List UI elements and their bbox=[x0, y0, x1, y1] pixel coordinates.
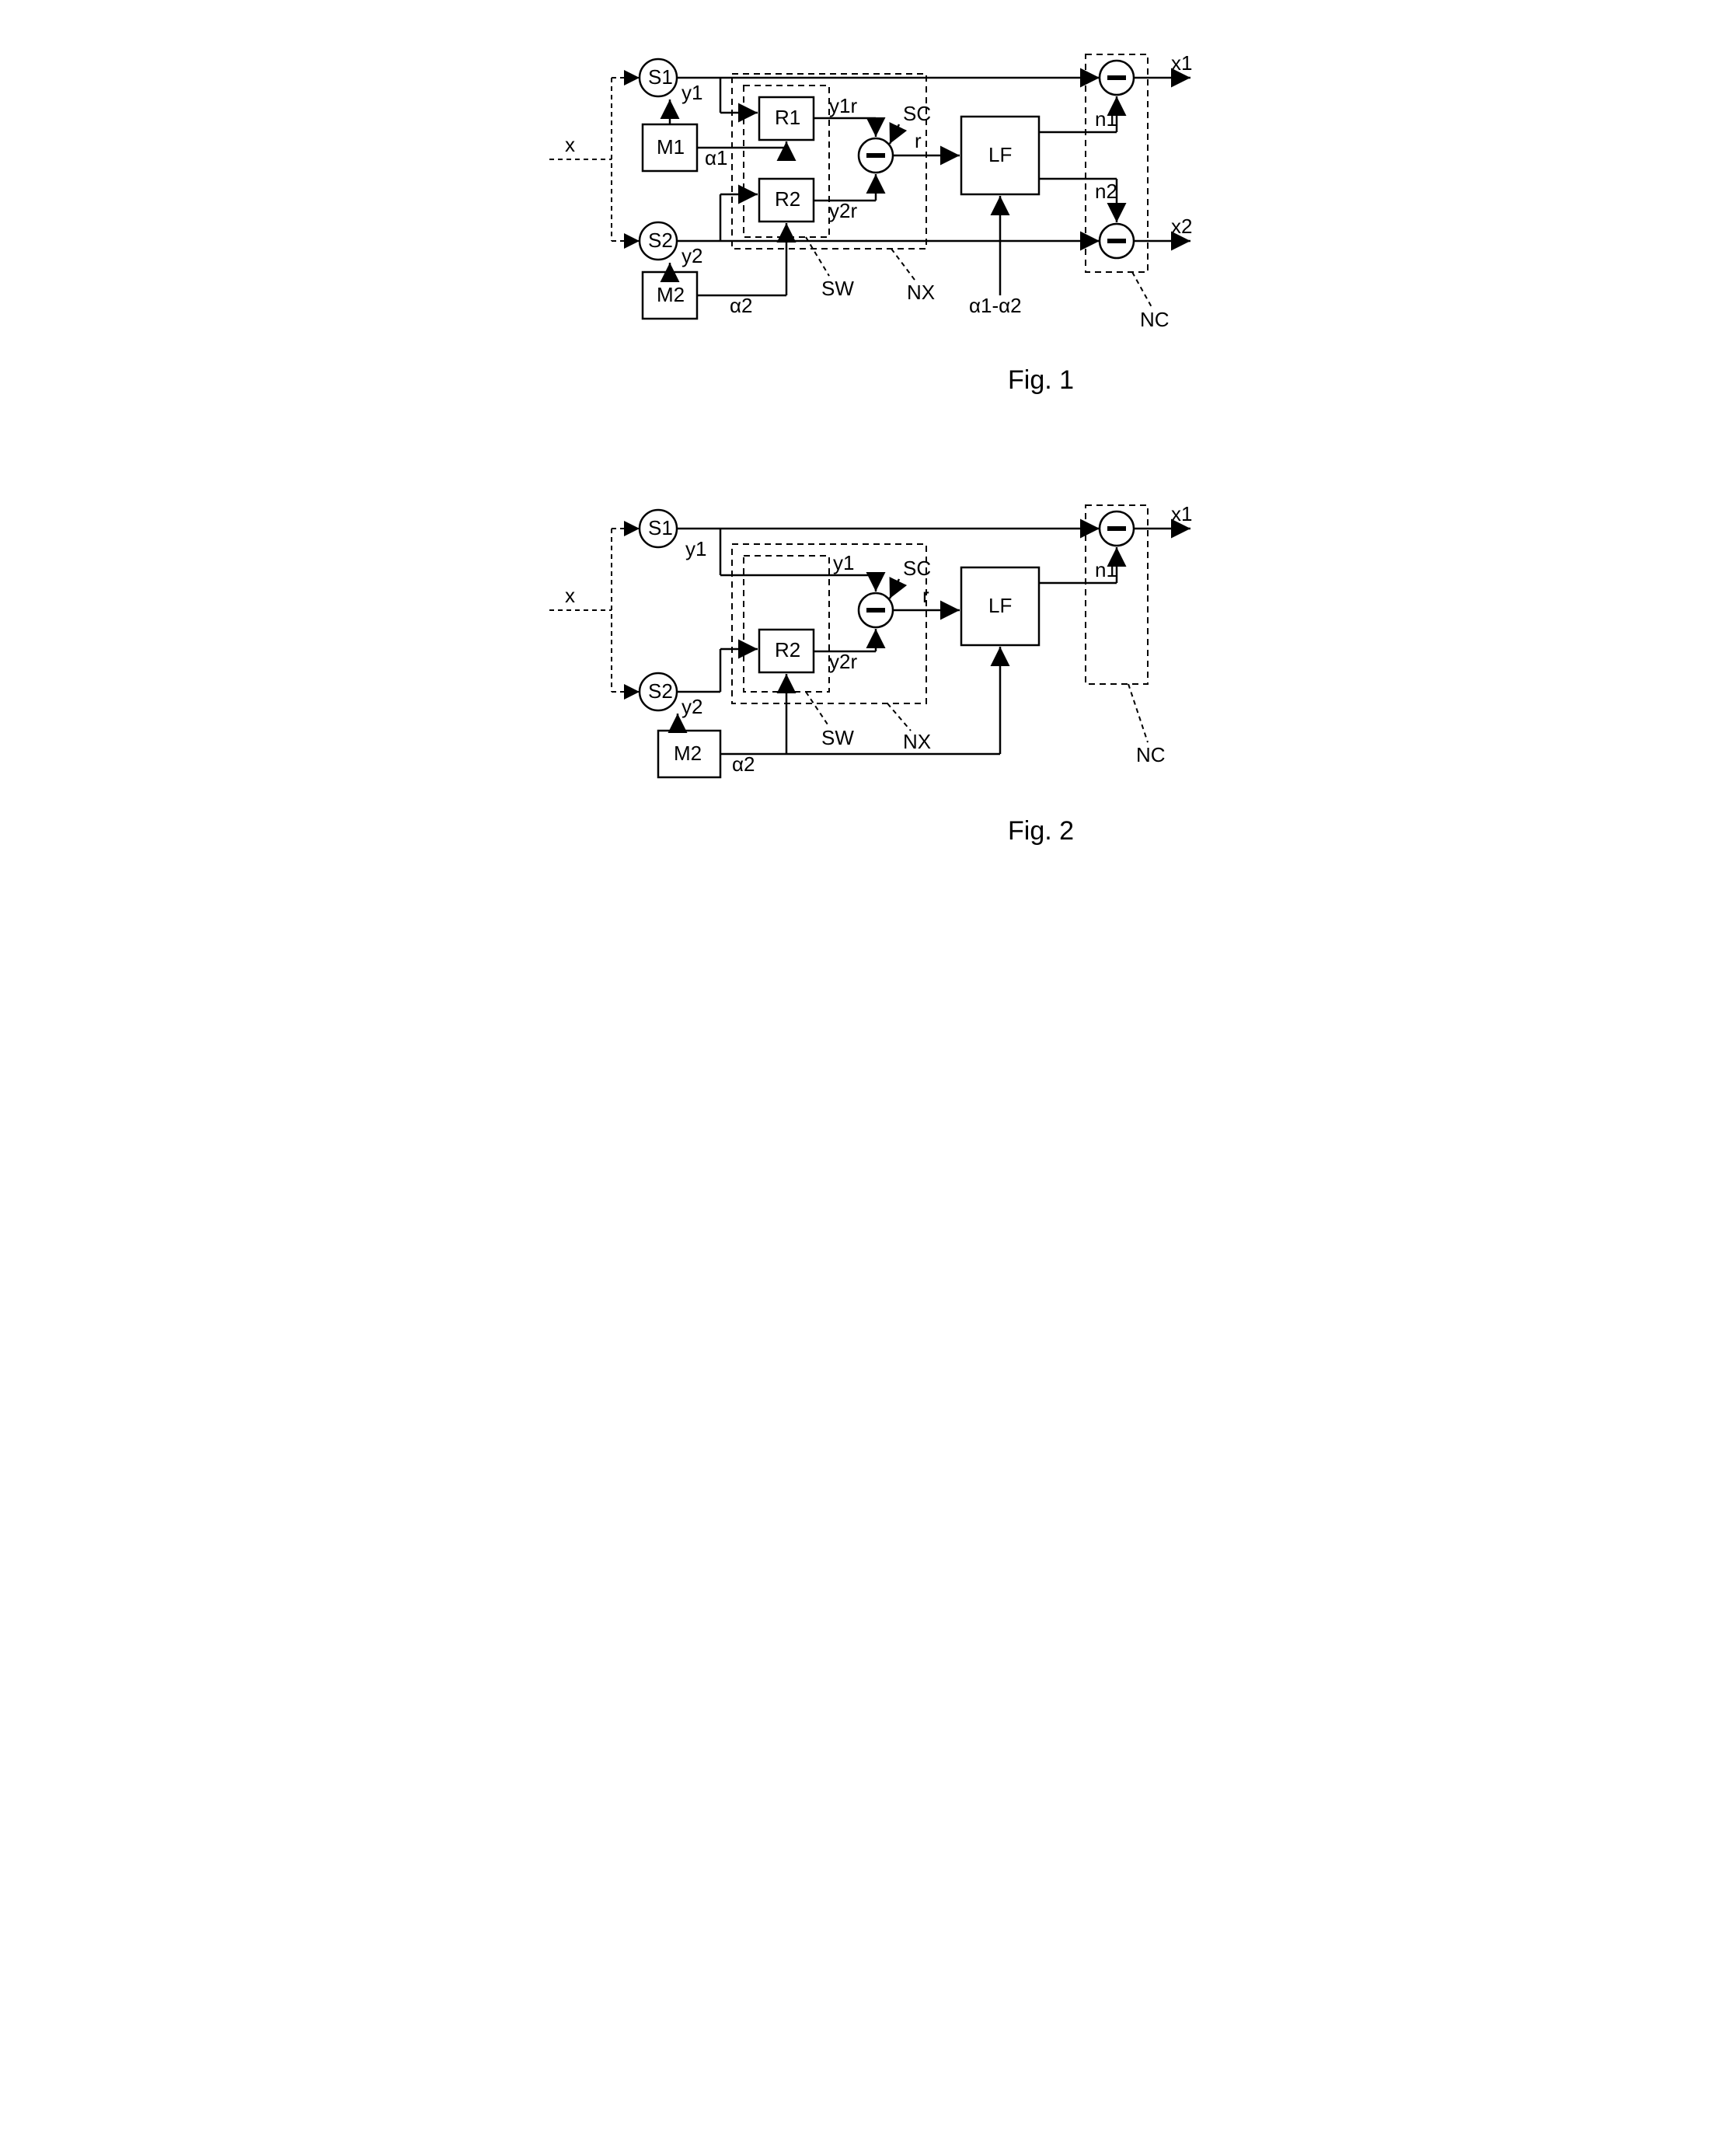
label-y1: y1 bbox=[682, 81, 702, 104]
label-y2r-2: y2r bbox=[829, 650, 857, 673]
label-a2: α2 bbox=[730, 294, 753, 317]
label-nx: NX bbox=[907, 281, 935, 304]
m2-label: M2 bbox=[657, 283, 685, 306]
label-n2: n2 bbox=[1095, 180, 1117, 203]
label-y1-2: y1 bbox=[685, 537, 706, 560]
label-r: r bbox=[915, 129, 922, 152]
label-y2: y2 bbox=[682, 244, 702, 267]
label-sw: SW bbox=[821, 277, 854, 300]
label-n1: n1 bbox=[1095, 107, 1117, 131]
label-y1r: y1r bbox=[829, 94, 857, 117]
sc-label: SC bbox=[903, 102, 931, 125]
label-a1a2: α1-α2 bbox=[969, 294, 1022, 317]
label-nc: NC bbox=[1140, 308, 1170, 331]
figure-2-diagram: x S1 S2 M2 y1 y2 y1 R2 y2r α2 SC r LF n1 bbox=[518, 482, 1218, 886]
label-y2r: y2r bbox=[829, 199, 857, 222]
r1-label: R1 bbox=[775, 106, 800, 129]
r2-label-2: R2 bbox=[775, 638, 800, 661]
s2-label-2: S2 bbox=[648, 679, 673, 703]
label-y2-2: y2 bbox=[682, 695, 702, 718]
s2-label: S2 bbox=[648, 229, 673, 252]
m1-label: M1 bbox=[657, 135, 685, 159]
label-x-2: x bbox=[565, 584, 575, 607]
figure-1-diagram: x S1 S2 M1 M2 y1 y2 R1 R2 α1 α2 y1r y2r … bbox=[518, 31, 1218, 435]
m2-label-2: M2 bbox=[674, 742, 702, 765]
label-x2: x2 bbox=[1171, 215, 1192, 238]
lf-label-2: LF bbox=[988, 594, 1012, 617]
label-n1-2: n1 bbox=[1095, 558, 1117, 581]
r2-label: R2 bbox=[775, 187, 800, 211]
label-a1: α1 bbox=[705, 146, 728, 169]
fig1-caption: Fig. 1 bbox=[1008, 365, 1074, 395]
label-x1: x1 bbox=[1171, 51, 1192, 75]
label-sw-2: SW bbox=[821, 726, 854, 749]
label-nx-2: NX bbox=[903, 730, 931, 753]
s1-label: S1 bbox=[648, 65, 673, 89]
label-y1-inner: y1 bbox=[833, 551, 854, 574]
s1-label-2: S1 bbox=[648, 516, 673, 539]
label-x: x bbox=[565, 133, 575, 156]
fig2-caption: Fig. 2 bbox=[1008, 816, 1074, 846]
label-r-2: r bbox=[922, 584, 929, 607]
label-a2-2: α2 bbox=[732, 752, 755, 776]
label-x1-2: x1 bbox=[1171, 502, 1192, 525]
sc-label-2: SC bbox=[903, 557, 931, 580]
label-nc-2: NC bbox=[1136, 743, 1166, 766]
lf-label: LF bbox=[988, 143, 1012, 166]
